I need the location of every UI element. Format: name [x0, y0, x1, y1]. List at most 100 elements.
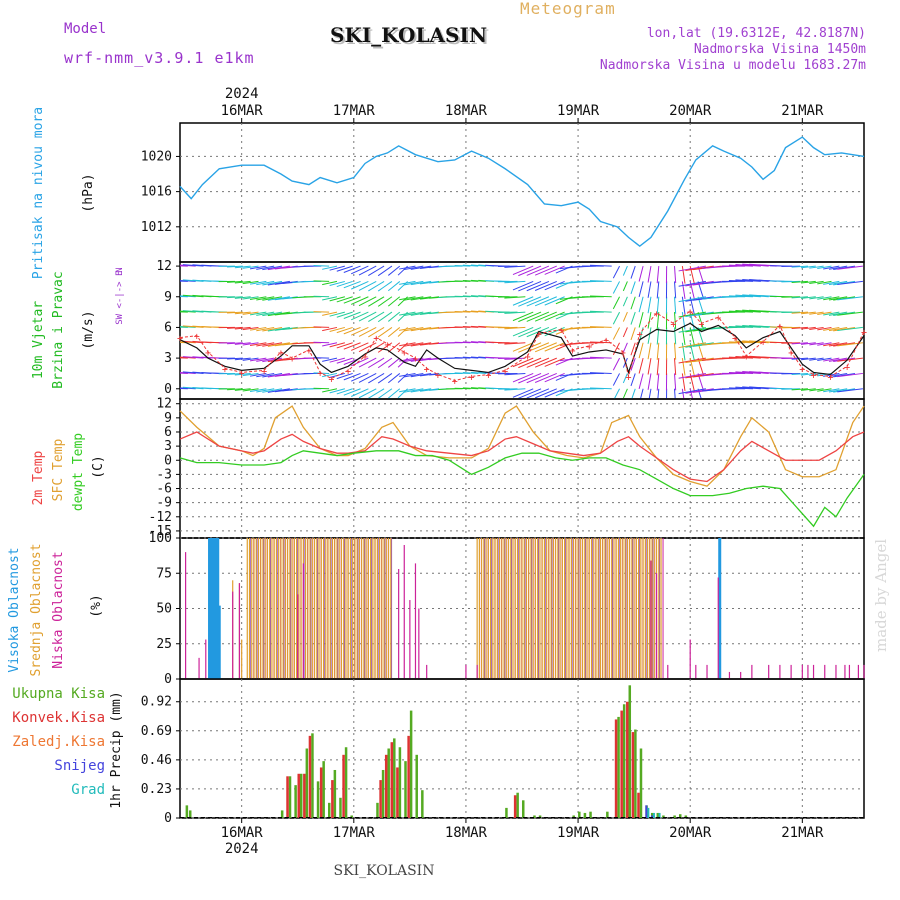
precip-total-bar [678, 814, 682, 818]
wind-arrow [403, 265, 424, 271]
precip-total-bar [578, 811, 581, 818]
wind-arrow [313, 311, 330, 313]
precip-total-bar [656, 812, 660, 818]
temp-dewpt-line [179, 450, 865, 528]
pressure-axis-title: Pritisak na nivou mora [31, 107, 46, 279]
wind-arrow [350, 357, 369, 367]
wind-arrow [656, 373, 660, 391]
wind-arrow [313, 387, 330, 390]
wind-gust-marker: + [788, 348, 794, 359]
wind-arrow [242, 326, 259, 331]
precip-total-bar [344, 747, 348, 818]
wind-gust-marker: + [687, 307, 693, 318]
precip-total-bar [393, 738, 396, 818]
wind-arrow [512, 265, 534, 276]
wind-arrow [182, 310, 204, 313]
wind-arrow [182, 325, 204, 328]
wind-arrow [410, 265, 432, 270]
wind-arrow [410, 326, 432, 332]
precip-total-bar [516, 792, 519, 818]
wind-arrow [358, 357, 377, 368]
wind-arrow [622, 388, 628, 399]
wind-arrow [180, 372, 188, 374]
wind-arrow [526, 357, 550, 368]
wind-arrow [329, 311, 345, 317]
wind-arrow [800, 311, 816, 315]
wind-arrow [544, 265, 565, 275]
wind-gust-marker: + [485, 370, 491, 381]
wind-arrow [638, 357, 644, 374]
wind-arrow [227, 372, 243, 375]
bottom-day-label: 20MAR [669, 825, 712, 841]
wind-gust-marker: + [760, 338, 766, 349]
wind-arrow [377, 265, 393, 277]
wind-arrow [387, 388, 401, 399]
wind-arrow [589, 341, 612, 344]
precip-conv-bar [379, 780, 382, 818]
precip-total-bar [339, 797, 342, 818]
wind-arrow [403, 372, 424, 378]
wind-arrow [622, 311, 628, 322]
wind-arrow [242, 372, 259, 377]
wind-arrow [470, 325, 487, 328]
wind-arrow [242, 280, 259, 285]
wind-arrow [249, 280, 267, 285]
wind-arrow [387, 265, 401, 276]
precip-conv-bar [614, 719, 618, 818]
wind-arrow [343, 280, 361, 289]
wind-arrow [242, 311, 259, 315]
wind-arrow [350, 342, 369, 351]
precip-total-bar [376, 802, 379, 818]
wind-arrow [358, 326, 377, 337]
wind-arrow [180, 372, 196, 374]
wind-arrow [800, 280, 816, 284]
precip-total-bar [538, 815, 542, 818]
wind-arrow [249, 265, 267, 270]
wind-arrow [656, 266, 660, 284]
wind-arrow [242, 265, 259, 269]
wind-arrow [638, 342, 644, 359]
precip-hail-bar [647, 807, 650, 818]
top-day-label: 21MAR [781, 103, 824, 119]
wind-arrow [336, 342, 353, 349]
precip-total-bar [421, 790, 424, 818]
wind-arrow [828, 311, 848, 316]
y-tick-label: 12 [156, 397, 172, 412]
top-year-label: 2024 [225, 86, 259, 102]
wind-arrow [638, 373, 644, 389]
wind-arrow [234, 280, 251, 284]
wind-arrow [817, 357, 832, 362]
precip-conv-bar [513, 795, 517, 818]
wind-gust-marker: + [328, 375, 334, 386]
wind-arrow [544, 311, 565, 321]
wind-arrow [256, 372, 275, 378]
precip-conv-bar [637, 792, 640, 818]
wind-arrow [638, 296, 644, 313]
wind-arrow [180, 296, 188, 298]
y-tick-label: 25 [156, 637, 172, 652]
wind-arrow [410, 296, 432, 301]
wind-arrow [470, 356, 487, 359]
wind-arrow [512, 311, 534, 322]
wind-arrow [534, 388, 557, 399]
wind-arrow [678, 326, 706, 333]
wind-arrow [343, 296, 361, 304]
precip-total-bar [634, 729, 637, 818]
wind-gust-marker: + [289, 354, 295, 365]
wind-arrow [791, 357, 808, 360]
wind-arrow [180, 280, 188, 282]
wind-arrow [612, 281, 620, 294]
wind-arrow [227, 265, 243, 268]
wind-arrow [387, 311, 401, 322]
wind-arrow [631, 388, 636, 399]
precip-conv-bar [319, 767, 323, 818]
wind-arrow [262, 372, 283, 378]
precip-total-bar [381, 769, 385, 818]
wind-arrow [350, 388, 369, 397]
pressure-axis-unit: (hPa) [81, 173, 96, 212]
wind-arrow [329, 357, 345, 363]
wind-arrow [791, 280, 808, 284]
credit-text: made by Angel [872, 539, 890, 652]
wind-arrow [678, 388, 706, 395]
wind-gust-marker: + [844, 362, 850, 373]
